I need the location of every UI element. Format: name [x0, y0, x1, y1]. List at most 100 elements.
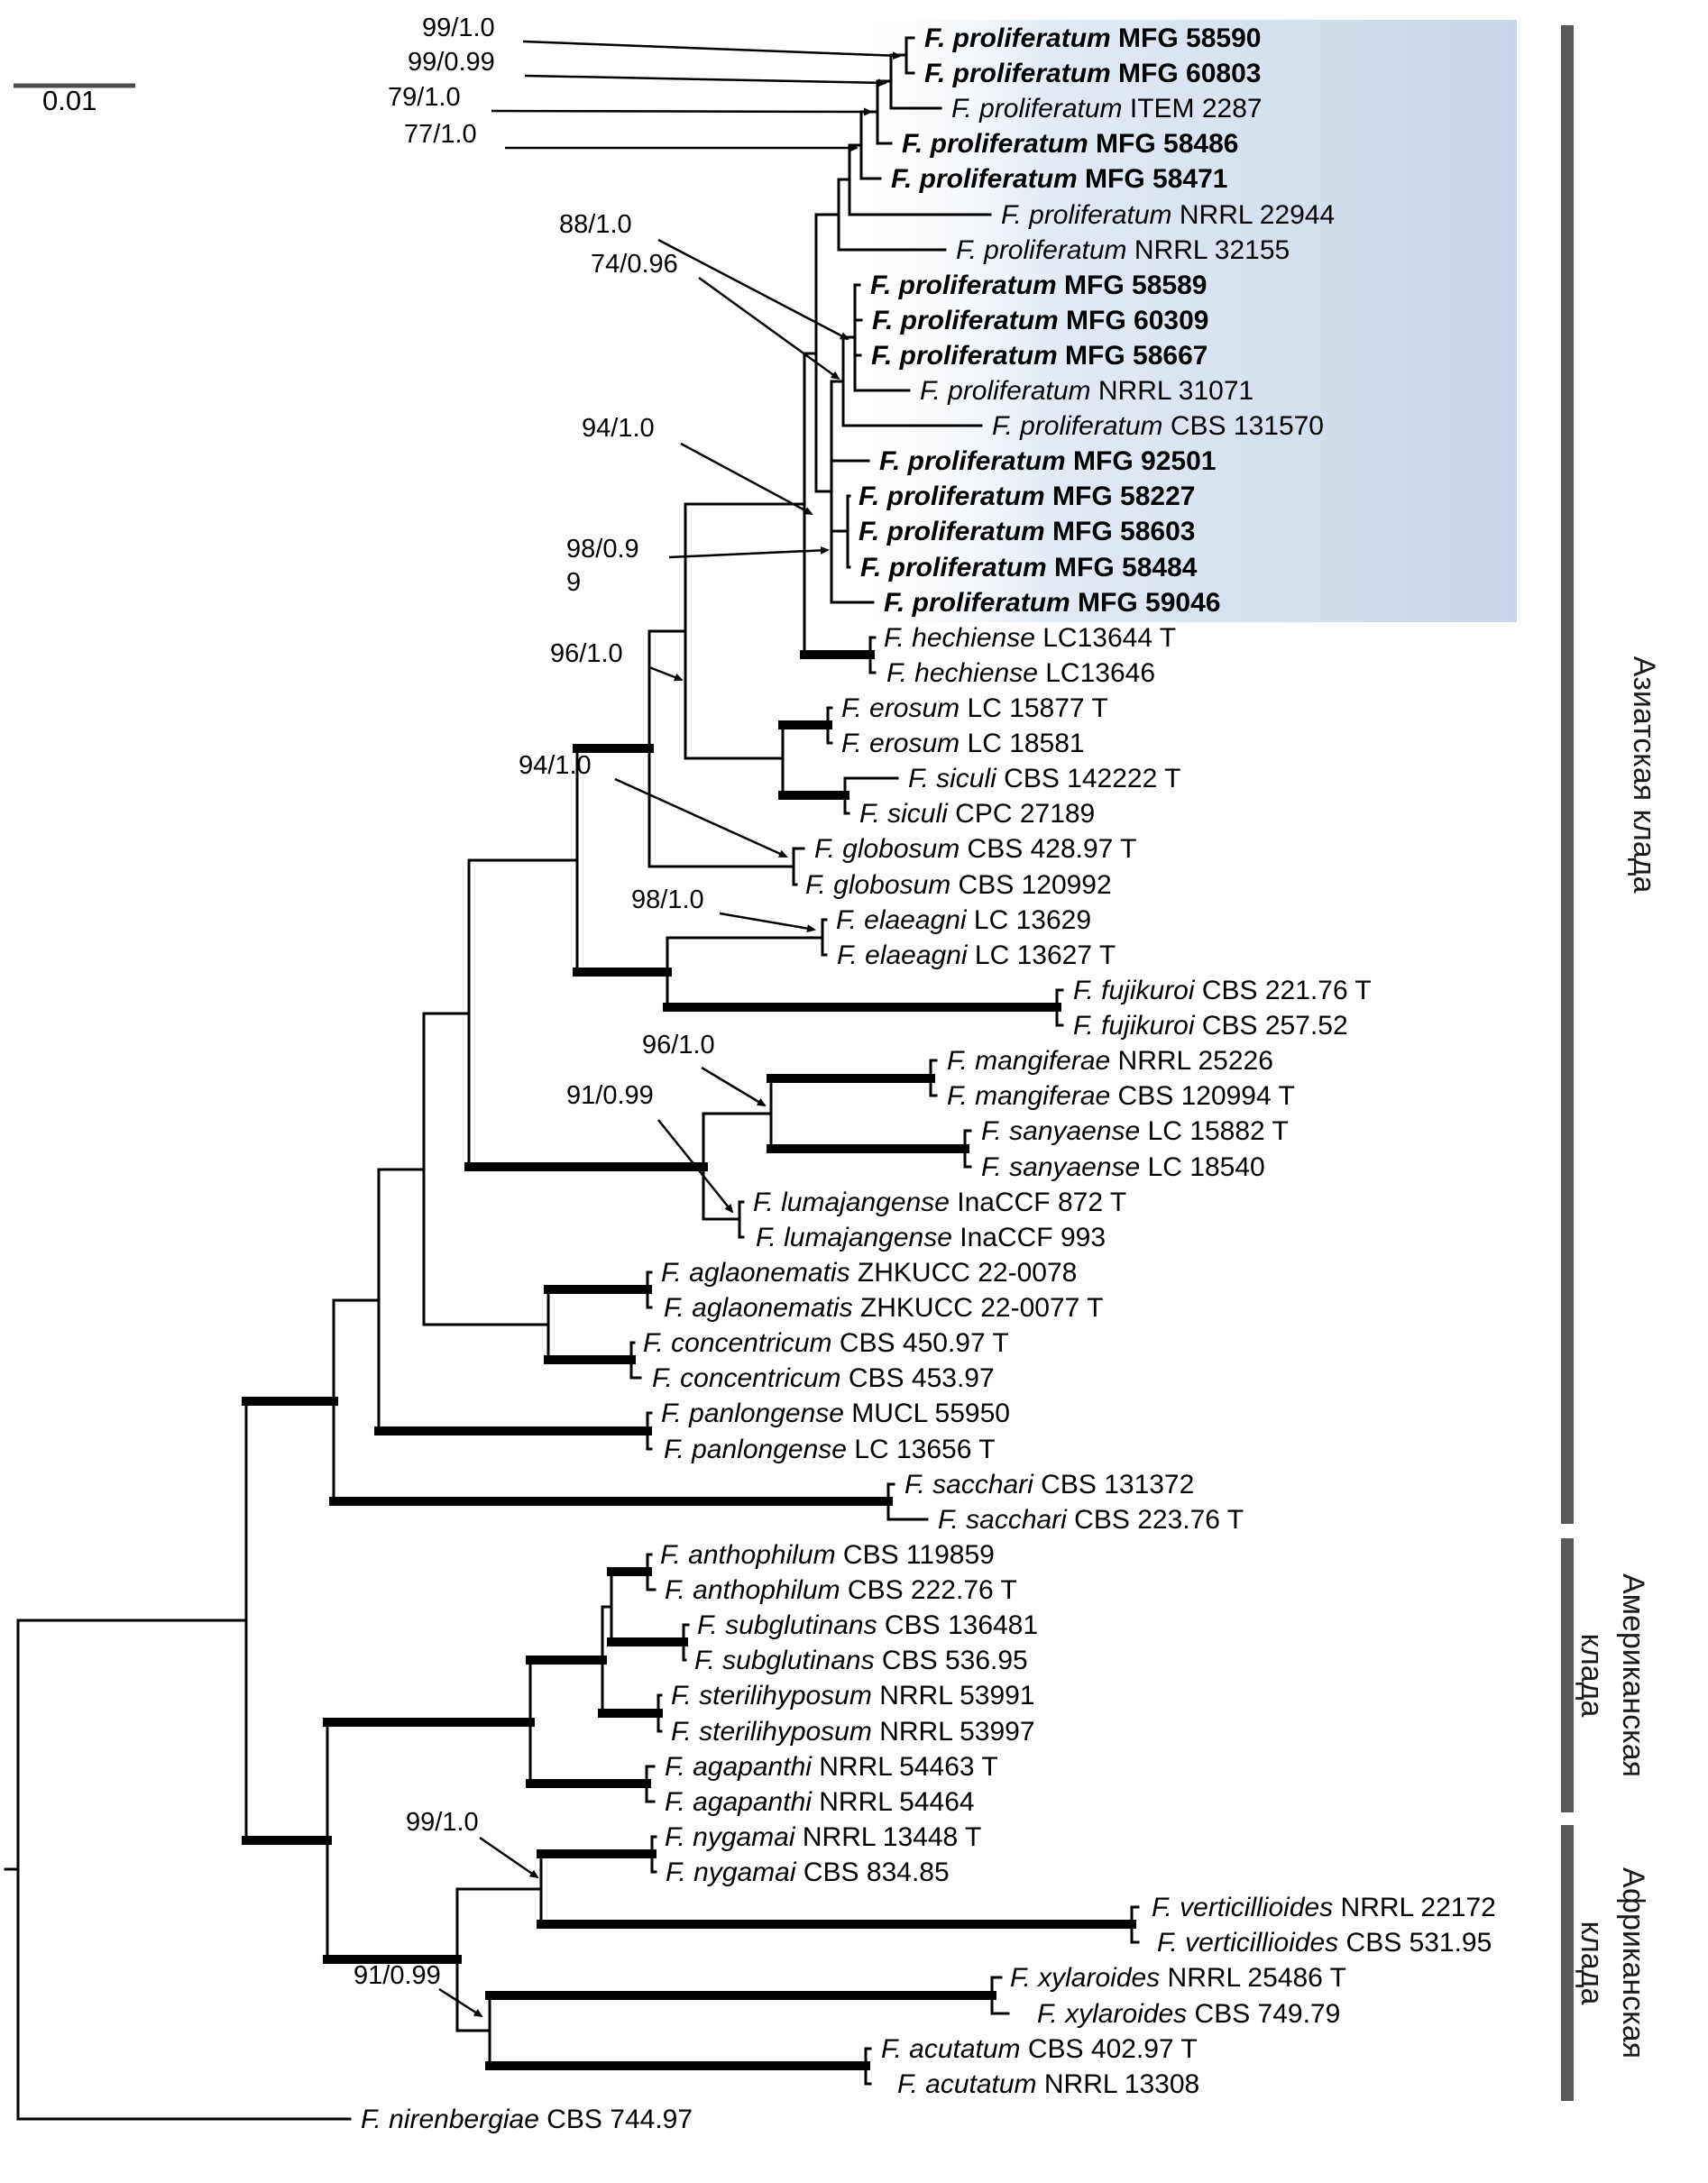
support-label-line: 94/1.0 [582, 414, 655, 443]
support-label: 94/1.0 [582, 414, 655, 443]
taxon-label: F. panlongense MUCL 55950 [661, 1399, 1010, 1428]
taxon-label: F. proliferatum MFG 58484 [860, 553, 1198, 582]
taxon-label: F. lumajangense InaCCF 872 T [753, 1188, 1126, 1217]
taxon-species: F. proliferatum [879, 446, 1066, 476]
taxon-species: F. elaeagni [836, 905, 968, 935]
taxon-strain: MFG 58484 [1047, 553, 1198, 582]
clade-bar-american [1561, 1538, 1574, 1812]
taxon-label: F. aglaonematis ZHKUCC 22-0077 T [664, 1293, 1103, 1323]
taxon-species: F. proliferatum [891, 164, 1078, 194]
taxon-species: F. subglutinans [697, 1610, 877, 1640]
support-arrow [491, 107, 873, 116]
taxon-strain: LC 13656 T [847, 1435, 996, 1464]
taxon-label: F. proliferatum MFG 58589 [870, 271, 1207, 300]
taxon-species: F. proliferatum [859, 517, 1045, 546]
clade-bars-layer: Азиатская кладаАмериканскаякладаАфриканс… [1561, 25, 1661, 2101]
taxon-species: F. sacchari [905, 1470, 1034, 1500]
taxon-label: F. fujikuroi CBS 257.52 [1073, 1011, 1348, 1041]
taxon-species: F. proliferatum [860, 553, 1047, 582]
support-label: 99/1.0 [422, 14, 495, 42]
taxon-species: F. proliferatum [951, 94, 1123, 124]
taxon-species: F. mangiferae [947, 1046, 1110, 1076]
taxon-label: F. agapanthi NRRL 54463 T [665, 1752, 998, 1782]
taxon-species: F. nirenbergiae [361, 2105, 539, 2134]
taxon-label: F. verticillioides CBS 531.95 [1157, 1928, 1492, 1958]
taxon-strain: MFG 58471 [1078, 164, 1228, 194]
support-label-line: 91/0.99 [566, 1081, 654, 1110]
taxon-strain: ITEM 2287 [1123, 94, 1263, 124]
taxon-label: F. siculi CPC 27189 [859, 799, 1095, 829]
taxon-label: F. anthophilum CBS 222.76 T [665, 1575, 1017, 1605]
taxon-strain: CBS 428.97 T [960, 834, 1136, 864]
support-label-line: 99/1.0 [406, 1808, 479, 1837]
taxon-strain: CBS 119859 [836, 1540, 995, 1570]
taxon-species: F. globosum [805, 870, 950, 900]
taxon-label: F. proliferatum MFG 60803 [924, 59, 1261, 88]
support-arrow [701, 1066, 767, 1107]
taxon-strain: NRRL 25226 [1110, 1046, 1273, 1076]
taxon-strain: CBS 222.76 T [840, 1575, 1017, 1605]
taxon-label: F. lumajangense InaCCF 993 [756, 1223, 1106, 1252]
taxon-strain: CBS 402.97 T [1021, 2034, 1198, 2064]
taxon-species: F. sterilihyposum [671, 1681, 872, 1711]
taxon-species: F. hechiense [884, 623, 1035, 653]
taxon-strain: CBS 749.79 [1187, 1999, 1340, 2029]
taxon-species: F. proliferatum [1001, 200, 1172, 230]
taxon-strain: MFG 58589 [1057, 271, 1208, 300]
taxon-strain: NRRL 13448 T [795, 1822, 982, 1852]
taxon-label: F. verticillioides NRRL 22172 [1152, 1893, 1496, 1922]
taxon-strain: NRRL 54463 T [812, 1752, 998, 1782]
clade-label-line: Американская [1616, 1573, 1650, 1777]
taxon-strain: InaCCF 993 [952, 1223, 1106, 1252]
clade-label-line: Африканская [1616, 1867, 1650, 2059]
taxon-label: F. proliferatum NRRL 31071 [920, 376, 1253, 406]
taxon-label: F. mangiferae NRRL 25226 [947, 1046, 1273, 1076]
support-label-line: 88/1.0 [559, 210, 632, 239]
taxon-species: F. siculi [908, 764, 997, 793]
taxon-species: F. xylaroides [1037, 1999, 1187, 2029]
taxon-species: F. proliferatum [924, 59, 1111, 88]
taxon-label: F. sacchari CBS 223.76 T [938, 1505, 1244, 1535]
support-label: 77/1.0 [404, 120, 477, 149]
taxon-strain: InaCCF 872 T [950, 1188, 1126, 1217]
taxon-strain: NRRL 25486 T [1160, 1963, 1346, 1993]
taxon-label: F. proliferatum MFG 92501 [879, 446, 1216, 476]
taxon-species: F. proliferatum [872, 306, 1059, 335]
taxon-strain: LC 13627 T [968, 940, 1116, 970]
support-label: 96/1.0 [642, 1031, 715, 1059]
taxon-label: F. proliferatum NRRL 22944 [1001, 200, 1335, 230]
taxon-strain: CBS 450.97 T [832, 1328, 1009, 1358]
highlight-layer [848, 20, 1517, 622]
taxon-species: F. proliferatum [956, 235, 1127, 265]
taxon-strain: MFG 58667 [1058, 341, 1208, 371]
taxon-species: F. proliferatum [902, 129, 1088, 159]
taxon-species: F. verticillioides [1152, 1893, 1333, 1922]
taxon-species: F. sterilihyposum [671, 1717, 872, 1747]
taxon-label: F. panlongense LC 13656 T [664, 1435, 996, 1464]
taxon-label: F. proliferatum MFG 58227 [859, 482, 1195, 511]
support-label-line: 99/0.99 [408, 48, 495, 77]
taxon-strain: MFG 59046 [1070, 588, 1221, 618]
taxon-label: F. sanyaense LC 18540 [981, 1152, 1265, 1182]
proliferatum-highlight-box [848, 20, 1517, 622]
taxon-strain: NRRL 13308 [1037, 2069, 1200, 2099]
taxon-strain: CBS 131372 [1033, 1470, 1194, 1500]
taxon-strain: NRRL 31071 [1091, 376, 1254, 406]
taxon-species: F. proliferatum [871, 341, 1058, 371]
support-arrow [719, 912, 816, 933]
support-label: 99/1.0 [406, 1808, 479, 1837]
taxon-species: F. proliferatum [920, 376, 1091, 406]
taxon-strain: NRRL 32155 [1127, 235, 1290, 265]
taxon-strain: CBS 120992 [950, 870, 1111, 900]
support-arrow [479, 1836, 539, 1879]
support-label-line: 77/1.0 [404, 120, 477, 149]
taxon-species: F. concentricum [652, 1363, 841, 1393]
support-label: 98/0.9 9 [566, 535, 639, 597]
clade-label-asian: Азиатская клада [1627, 656, 1661, 894]
taxon-species: F. proliferatum [924, 23, 1111, 53]
taxon-species: F. mangiferae [947, 1081, 1110, 1111]
taxon-label: F. sterilihyposum NRRL 53991 [671, 1681, 1035, 1711]
taxon-strain: CPC 27189 [948, 799, 1095, 829]
support-label: 79/1.0 [388, 83, 461, 112]
